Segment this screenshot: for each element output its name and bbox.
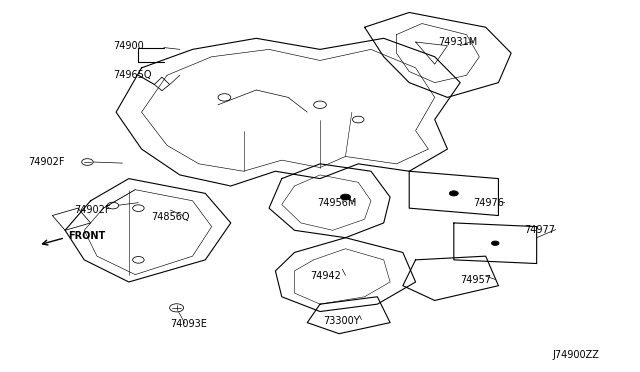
- Text: 74900: 74900: [113, 41, 143, 51]
- Text: 74931M: 74931M: [438, 37, 477, 47]
- Text: 74957: 74957: [460, 275, 491, 285]
- Text: 74976: 74976: [473, 198, 504, 208]
- Text: FRONT: FRONT: [68, 231, 106, 241]
- Circle shape: [449, 191, 458, 196]
- Circle shape: [492, 241, 499, 246]
- Text: 74977: 74977: [524, 225, 555, 235]
- Text: 74965Q: 74965Q: [113, 70, 152, 80]
- Circle shape: [340, 194, 351, 200]
- Text: 74856Q: 74856Q: [151, 212, 189, 222]
- Text: 74093E: 74093E: [170, 320, 207, 330]
- Text: 74956M: 74956M: [317, 198, 356, 208]
- Text: 74942: 74942: [310, 272, 341, 282]
- Text: J74900ZZ: J74900ZZ: [552, 350, 600, 359]
- Text: 74902F: 74902F: [28, 157, 65, 167]
- Text: 73300Y: 73300Y: [323, 316, 360, 326]
- Text: 74902F: 74902F: [75, 205, 111, 215]
